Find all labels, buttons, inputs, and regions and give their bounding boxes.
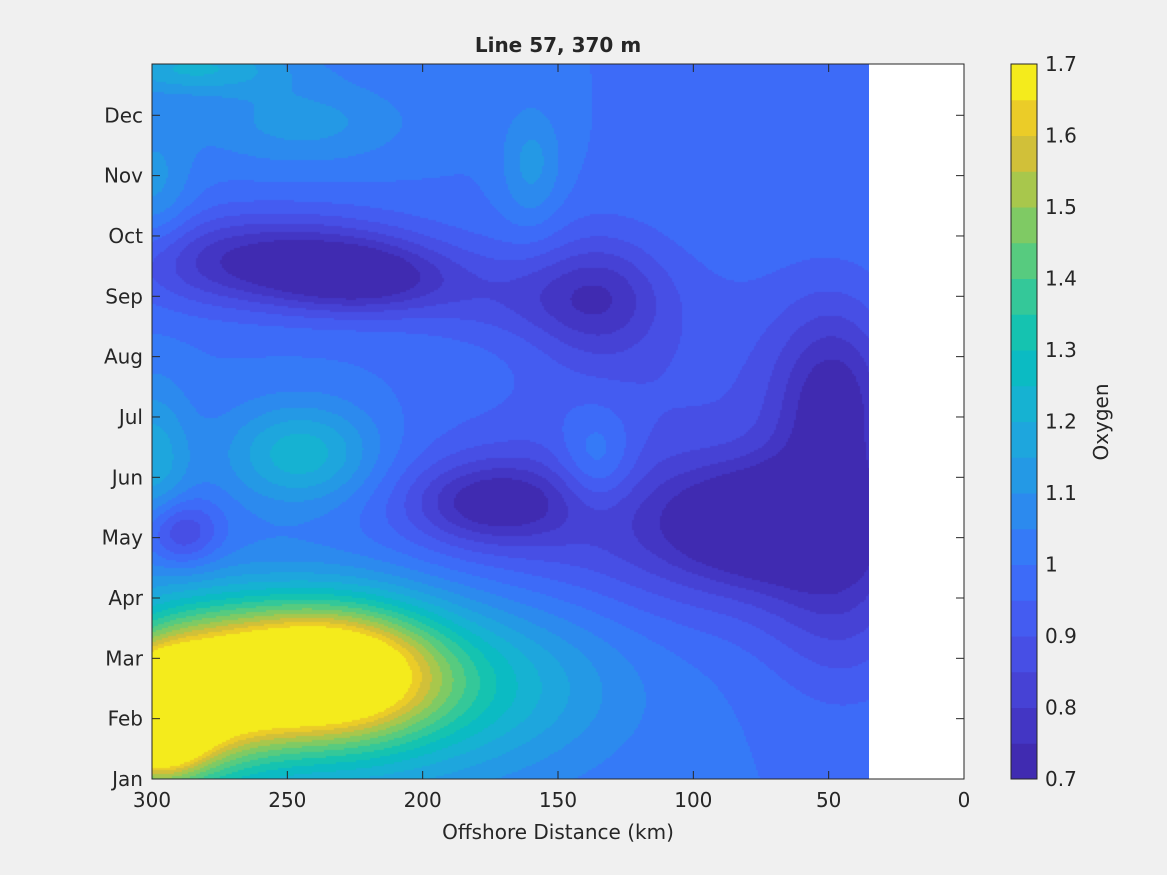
y-tick-label: Sep [105, 284, 143, 308]
colorbar-band [1011, 421, 1037, 458]
x-tick-label: 300 [133, 788, 171, 812]
colorbar-tick-label: 0.9 [1045, 624, 1077, 648]
colorbar-band [1011, 385, 1037, 422]
y-tick-label: Mar [105, 646, 144, 670]
y-tick-label: Dec [104, 103, 143, 127]
y-tick-label: Jun [110, 465, 143, 489]
colorbar: 0.7 0.8 0.9 1 1.1 1.2 1.3 1.4 1.5 1.6 1.7 Oxygen [1010, 52, 1113, 791]
y-tick-label: Jul [117, 405, 143, 429]
colorbar-tick-label: 1.3 [1045, 338, 1077, 362]
y-tick-label: Aug [104, 345, 143, 369]
colorbar-tick-label: 0.8 [1045, 696, 1077, 720]
colorbar-band [1011, 99, 1037, 136]
colorbar-band [1011, 350, 1037, 387]
colorbar-tick-label: 0.7 [1045, 767, 1077, 791]
y-tick-label: Apr [108, 586, 143, 610]
plot-area [151, 63, 965, 780]
colorbar-band [1011, 135, 1037, 172]
colorbar-band [1011, 314, 1037, 351]
oxygen-contour-field [152, 64, 869, 779]
colorbar-band [1011, 528, 1037, 565]
x-tick-label: 50 [816, 788, 841, 812]
colorbar-bands [1011, 63, 1037, 780]
y-tick-labels: Jan Feb Mar Apr May Jun Jul Aug Sep Oct Nov Dec [102, 103, 144, 791]
colorbar-tick-label: 1.6 [1045, 124, 1077, 148]
colorbar-tick-label: 1.1 [1045, 481, 1077, 505]
x-tick-label: 250 [268, 788, 306, 812]
chart-title: Line 57, 370 m [475, 33, 641, 57]
colorbar-band [1011, 600, 1037, 637]
x-tick-label: 0 [958, 788, 971, 812]
colorbar-ticks: 0.7 0.8 0.9 1 1.1 1.2 1.3 1.4 1.5 1.6 1.7 [1045, 52, 1077, 791]
y-tick-label: Feb [108, 707, 143, 731]
colorbar-tick-label: 1.7 [1045, 52, 1077, 76]
colorbar-tick-label: 1.5 [1045, 195, 1077, 219]
x-tick-label: 200 [404, 788, 442, 812]
colorbar-band [1011, 564, 1037, 601]
x-axis-label: Offshore Distance (km) [442, 820, 674, 844]
colorbar-tick-label: 1.2 [1045, 410, 1077, 434]
colorbar-band [1011, 707, 1037, 744]
colorbar-band [1011, 457, 1037, 494]
x-tick-label: 100 [674, 788, 712, 812]
colorbar-band [1011, 278, 1037, 315]
colorbar-band [1011, 171, 1037, 208]
axis-ticks [151, 64, 965, 780]
colorbar-label: Oxygen [1089, 383, 1113, 460]
colorbar-band [1011, 207, 1037, 244]
colorbar-band [1011, 671, 1037, 708]
colorbar-band [1011, 743, 1037, 780]
x-tick-label: 150 [539, 788, 577, 812]
y-tick-label: Nov [104, 164, 143, 188]
colorbar-band [1011, 64, 1037, 101]
colorbar-band [1011, 636, 1037, 673]
y-tick-label: Jan [110, 767, 143, 791]
colorbar-box [1010, 63, 1038, 780]
colorbar-tick-label: 1 [1045, 553, 1058, 577]
x-tick-labels: 300 250 200 150 100 50 0 [133, 788, 970, 812]
colorbar-tick-label: 1.4 [1045, 267, 1077, 291]
colorbar-band [1011, 242, 1037, 279]
colorbar-band [1011, 493, 1037, 530]
axes-box [151, 63, 965, 780]
y-tick-label: Oct [108, 224, 143, 248]
y-tick-label: May [102, 526, 144, 550]
